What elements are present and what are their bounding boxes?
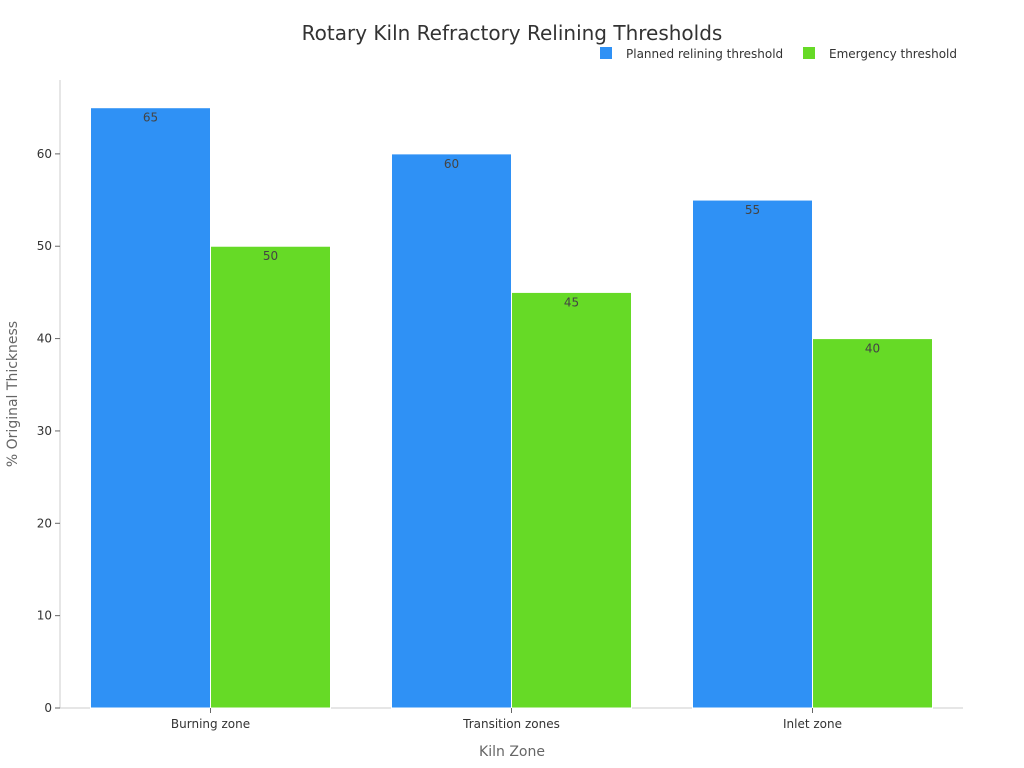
y-tick-label: 20	[37, 516, 52, 530]
y-tick-label: 50	[37, 239, 52, 253]
y-tick-label: 60	[37, 147, 52, 161]
bar-planned-1	[391, 153, 512, 709]
x-tick-label: Burning zone	[171, 717, 250, 731]
bar-emergency-2	[812, 338, 933, 709]
data-label: 65	[143, 111, 158, 125]
legend-label: Planned relining threshold	[626, 47, 783, 61]
x-axis-title: Kiln Zone	[479, 744, 545, 760]
y-axis-title: % Original Thickness	[5, 321, 21, 467]
y-axis-ticks: 0 10 20 30 40 50 60	[37, 147, 60, 715]
legend-label: Emergency threshold	[829, 47, 957, 61]
y-tick-label: 30	[37, 424, 52, 438]
bar-emergency-0	[210, 245, 331, 709]
bar-planned-2	[692, 199, 813, 709]
x-tick-label: Transition zones	[462, 717, 560, 731]
data-label: 60	[444, 157, 459, 171]
bars	[90, 107, 933, 709]
legend-swatch	[600, 47, 612, 59]
bar-emergency-1	[511, 291, 632, 709]
bar-planned-0	[90, 107, 211, 709]
y-tick-label: 40	[37, 332, 52, 346]
x-axis-ticks: Burning zone Transition zones Inlet zone	[171, 708, 842, 731]
legend-swatch	[803, 47, 815, 59]
data-labels: 65 50 60 45 55 40	[143, 111, 880, 356]
y-tick-label: 10	[37, 609, 52, 623]
legend: Planned relining threshold Emergency thre…	[600, 47, 957, 61]
x-tick-label: Inlet zone	[783, 717, 842, 731]
data-label: 50	[263, 249, 278, 263]
data-label: 40	[865, 342, 880, 356]
y-tick-label: 0	[44, 701, 52, 715]
data-label: 45	[564, 295, 579, 309]
chart-title: Rotary Kiln Refractory Relining Threshol…	[302, 21, 723, 45]
data-label: 55	[745, 203, 760, 217]
